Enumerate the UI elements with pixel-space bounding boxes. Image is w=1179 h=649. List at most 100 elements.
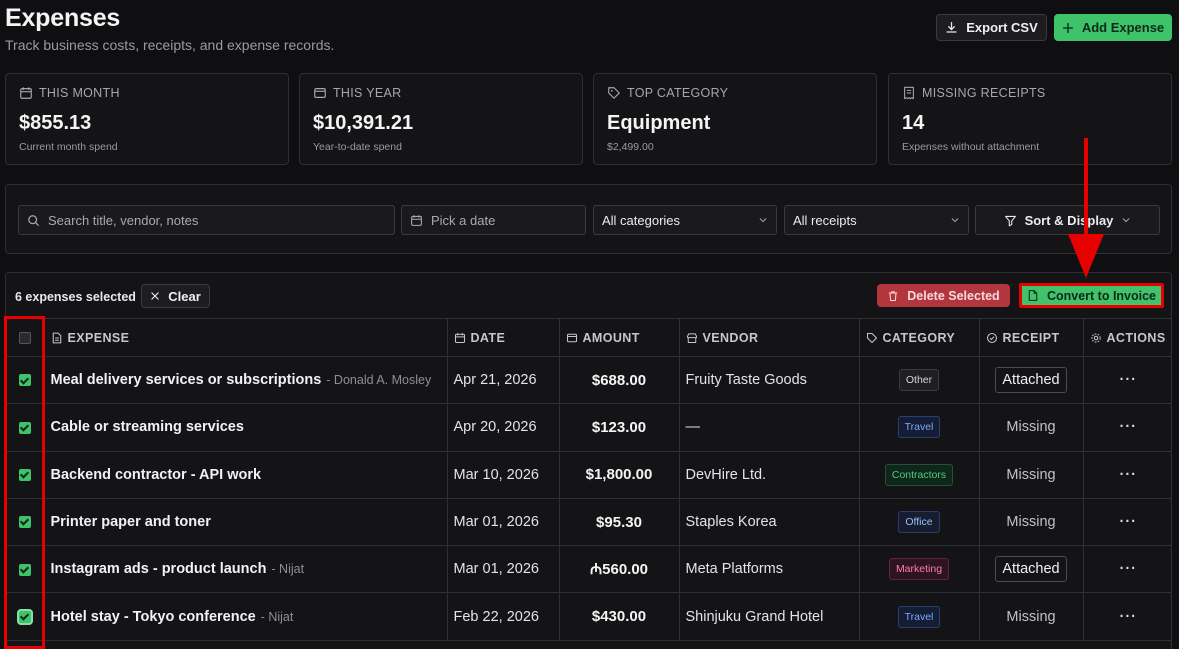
actions-cell[interactable]: ··· [1083,545,1171,594]
row-checkbox[interactable] [18,421,31,434]
select-all-checkbox[interactable] [18,332,31,345]
stat-value: $10,391.21 [313,112,414,134]
receipt-cell[interactable]: Attached [979,545,1084,594]
expense-cell[interactable]: Cable or streaming services [44,403,448,452]
column-date[interactable]: DATE [447,318,560,357]
row-select-cell[interactable] [6,545,45,594]
category-select[interactable]: All categories [593,205,777,235]
table-row[interactable]: Meal delivery services or subscriptions -… [6,356,1171,405]
amount-cell: $1,800.00 [559,451,680,499]
date-picker[interactable]: Pick a date [401,205,586,235]
stat-sub: Expenses without attachment [902,141,1040,153]
actions-cell[interactable]: ··· [1083,592,1171,641]
actions-cell[interactable]: ··· [1083,498,1171,547]
column-date-label: DATE [470,330,506,345]
amount-value: $688.00 [591,371,647,389]
receipt-status: Missing [1006,608,1056,625]
category-badge: Other [898,369,940,392]
expenses-table-panel: 6 expenses selected Clear Delete Selecte… [5,272,1172,649]
actions-cell[interactable]: ··· [1083,451,1171,499]
delete-selected-button[interactable]: Delete Selected [877,284,1010,307]
category-select-value: All categories [602,212,681,228]
date-cell: Feb 22, 2026 [447,592,560,641]
gear-icon [1090,332,1101,343]
table-row[interactable]: Instagram ads - product launch - Nijat Ma… [6,545,1171,594]
receipt-status[interactable]: Attached [995,556,1067,583]
amount-value: $430.00 [591,608,647,626]
column-expense[interactable]: EXPENSE [44,318,448,357]
amount-cell: $688.00 [559,356,680,405]
row-select-cell[interactable] [6,592,45,641]
wallet-icon [566,333,577,342]
calendar-icon [411,214,422,226]
row-checkbox[interactable] [18,563,31,576]
row-checkbox[interactable] [18,516,31,529]
receipt-status: Missing [1006,514,1056,531]
export-csv-button[interactable]: Export CSV [936,14,1047,41]
column-category[interactable]: CATEGORY [859,318,980,357]
search-placeholder: Search title, vendor, notes [48,212,199,228]
clear-selection-button[interactable]: Clear [141,284,210,308]
search-input[interactable]: Search title, vendor, notes [18,205,395,235]
store-icon [686,332,697,343]
expense-cell[interactable]: Hotel stay - Tokyo conference - Nijat [44,592,448,641]
more-actions-icon[interactable]: ··· [1119,514,1137,531]
row-checkbox[interactable] [18,610,31,623]
row-select-cell[interactable] [6,498,45,547]
calendar-icon [20,87,32,99]
stat-value: 14 [902,112,925,134]
expense-cell[interactable]: Instagram ads - product launch - Nijat [44,545,448,594]
table-row[interactable]: Hotel stay - Tokyo conference - Nijat Feb… [6,592,1171,641]
more-actions-icon[interactable]: ··· [1119,561,1137,578]
column-vendor[interactable]: VENDOR [679,318,860,357]
row-checkbox[interactable] [18,468,31,481]
receipt-status: Missing [1006,466,1056,483]
table-row[interactable]: Backend contractor - API work Mar 10, 20… [6,451,1171,499]
row-select-cell[interactable] [6,403,45,452]
select-all-header[interactable] [6,318,45,357]
amount-cell: $430.00 [559,592,680,641]
chevron-down-icon [1123,218,1130,223]
vendor-cell: Shinjuku Grand Hotel [679,592,860,641]
expense-cell[interactable]: Meal delivery services or subscriptions -… [44,356,448,405]
stat-label: THIS MONTH [39,86,120,100]
table-row[interactable]: Cable or streaming services Apr 20, 2026… [6,403,1171,452]
sort-display-button[interactable]: Sort & Display [975,205,1160,235]
row-select-cell[interactable] [6,451,45,499]
receipt-status[interactable]: Attached [995,367,1067,394]
more-actions-icon[interactable]: ··· [1119,372,1137,389]
vendor-cell: Staples Korea [679,498,860,547]
column-amount-label: AMOUNT [582,330,640,345]
receipt-select[interactable]: All receipts [784,205,969,235]
receipt-cell: Missing [979,403,1084,452]
stat-sub: Current month spend [19,141,118,153]
column-amount[interactable]: AMOUNT [559,318,680,357]
receipt-icon [904,86,914,100]
add-expense-button[interactable]: Add Expense [1054,14,1172,41]
actions-cell[interactable]: ··· [1083,356,1171,405]
expense-cell[interactable]: Backend contractor - API work [44,451,448,499]
convert-to-invoice-button[interactable]: Convert to Invoice [1019,283,1164,308]
column-actions: ACTIONS [1083,318,1171,357]
category-cell: Travel [859,592,980,641]
actions-cell[interactable]: ··· [1083,403,1171,452]
more-actions-icon[interactable]: ··· [1119,608,1137,625]
plus-icon [1062,22,1073,33]
wallet-icon [314,88,326,98]
row-select-cell[interactable] [6,356,45,405]
stat-card-top-category: TOP CATEGORY Equipment $2,499.00 [593,73,877,165]
column-receipt[interactable]: RECEIPT [979,318,1084,357]
vendor-cell: — [679,403,860,452]
more-actions-icon[interactable]: ··· [1119,466,1137,483]
page-header: Expenses Track business costs, receipts,… [5,4,334,53]
category-cell: Contractors [859,451,980,499]
amount-value: $123.00 [591,418,647,436]
row-checkbox[interactable] [18,374,31,387]
receipt-cell[interactable]: Attached [979,356,1084,405]
more-actions-icon[interactable]: ··· [1119,419,1137,436]
expense-cell[interactable]: Printer paper and toner [44,498,448,547]
column-vendor-label: VENDOR [702,330,759,345]
stat-sub: Year-to-date spend [313,141,402,153]
category-cell: Office [859,498,980,547]
table-row[interactable]: Printer paper and toner Mar 01, 2026 $95… [6,498,1171,547]
